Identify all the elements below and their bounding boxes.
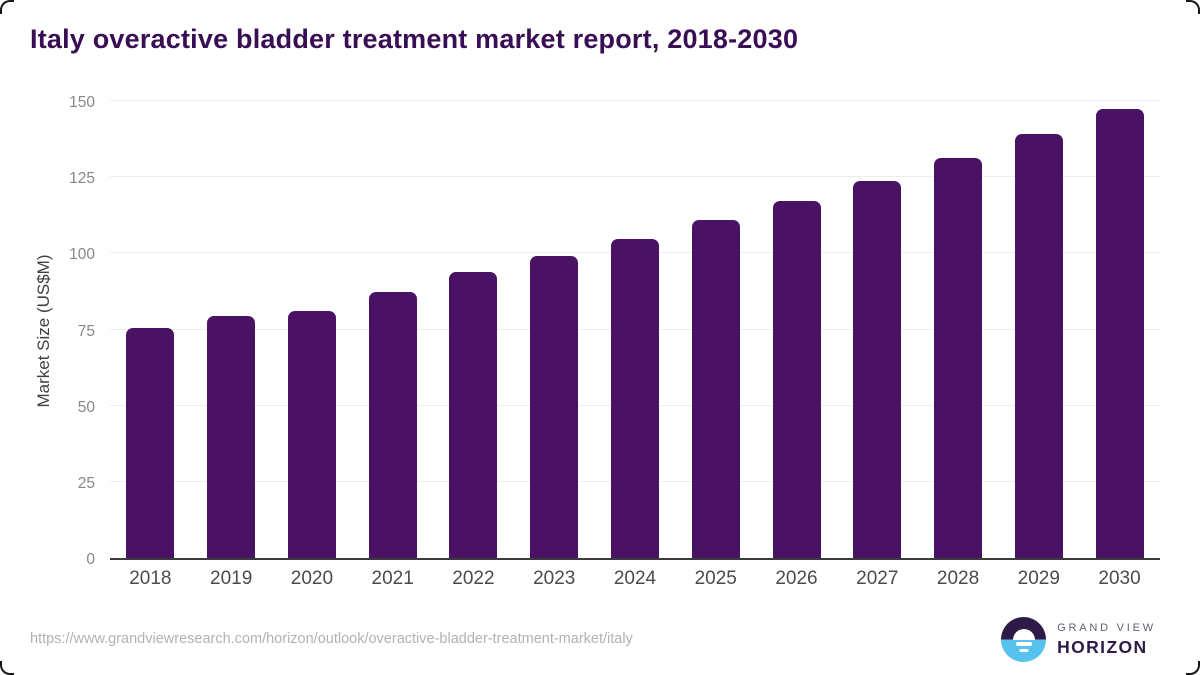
gridline-150 xyxy=(110,100,1160,101)
bar-slot-2019 xyxy=(191,103,272,558)
bar-2029 xyxy=(1014,133,1063,558)
x-tick-label-2022: 2022 xyxy=(452,568,495,589)
reflection-line-1 xyxy=(1015,642,1032,646)
bar-2019 xyxy=(207,315,256,558)
bar-2024 xyxy=(610,238,659,558)
x-tick-label-2023: 2023 xyxy=(533,568,576,589)
y-tick-label-100: 100 xyxy=(69,246,95,264)
x-tick-label-2030: 2030 xyxy=(1098,568,1141,589)
x-tick-label-2021: 2021 xyxy=(371,568,414,589)
x-tick-label-2028: 2028 xyxy=(936,568,980,589)
logo-brand-top: GRAND VIEW xyxy=(1057,621,1156,634)
bar-slot-2027 xyxy=(837,103,918,558)
bars-container xyxy=(110,103,1160,558)
reflection-line-2 xyxy=(1019,648,1029,652)
bar-slot-2025 xyxy=(675,103,756,558)
bar-slot-2018 xyxy=(110,103,191,558)
x-tick-label-2029: 2029 xyxy=(1017,568,1060,589)
x-tick-label-2020: 2020 xyxy=(290,568,334,589)
plot-area xyxy=(110,100,1160,560)
bar-slot-2023 xyxy=(514,103,595,558)
bar-2028 xyxy=(934,157,983,558)
bar-slot-2024 xyxy=(595,103,676,558)
bar-slot-2022 xyxy=(433,103,514,558)
source-url: https://www.grandviewresearch.com/horizo… xyxy=(30,631,633,647)
bar-2023 xyxy=(530,256,579,558)
y-tick-label-150: 150 xyxy=(69,94,95,111)
bar-slot-2029 xyxy=(998,103,1079,558)
bar-slot-2020 xyxy=(272,103,353,558)
grand-view-horizon-logo: GRAND VIEW HORIZON xyxy=(1001,617,1156,662)
bar-2027 xyxy=(853,180,902,558)
logo-brand-bottom: HORIZON xyxy=(1057,636,1148,657)
x-tick-label-2026: 2026 xyxy=(775,568,818,589)
bar-slot-2026 xyxy=(756,103,837,558)
bar-2030 xyxy=(1095,108,1144,558)
x-tick-label-2025: 2025 xyxy=(694,568,737,589)
y-tick-label-25: 25 xyxy=(77,474,95,492)
bar-2018 xyxy=(126,327,175,558)
bar-2025 xyxy=(691,219,740,558)
gridline-125 xyxy=(110,176,1160,178)
bar-2021 xyxy=(368,292,417,558)
rounded-corner-artifact-top-left xyxy=(0,0,14,14)
y-tick-label-75: 75 xyxy=(77,322,95,340)
y-tick-label-50: 50 xyxy=(77,398,95,416)
bar-slot-2030 xyxy=(1079,103,1160,558)
x-tick-label-2024: 2024 xyxy=(613,568,657,589)
sunrise-horizon-icon xyxy=(1001,617,1047,662)
rounded-corner-artifact-bottom-left xyxy=(0,661,14,675)
bar-2022 xyxy=(449,272,498,558)
x-tick-label-2018: 2018 xyxy=(129,568,172,589)
bar-2026 xyxy=(772,200,821,558)
rounded-corner-artifact-top-right xyxy=(1186,0,1200,14)
y-tick-label-125: 125 xyxy=(69,170,95,188)
sun-dome-shape xyxy=(1012,628,1035,640)
rounded-corner-artifact-bottom-right xyxy=(1186,661,1200,675)
bar-slot-2028 xyxy=(918,103,999,558)
x-axis-tick-labels: 2018 2019 2020 2021 2022 2023 2024 2025 2026 2027… xyxy=(110,568,1160,590)
chart-title: Italy overactive bladder treatment marke… xyxy=(30,24,799,54)
y-tick-label-0: 0 xyxy=(86,551,95,568)
bar-slot-2021 xyxy=(352,103,433,558)
bar-2020 xyxy=(287,311,336,558)
y-axis-tick-labels: 0 25 50 75 100 125 150 xyxy=(25,94,95,568)
x-tick-label-2019: 2019 xyxy=(210,568,253,589)
logo-text: GRAND VIEW HORIZON xyxy=(1057,622,1156,658)
x-tick-label-2027: 2027 xyxy=(856,568,899,589)
